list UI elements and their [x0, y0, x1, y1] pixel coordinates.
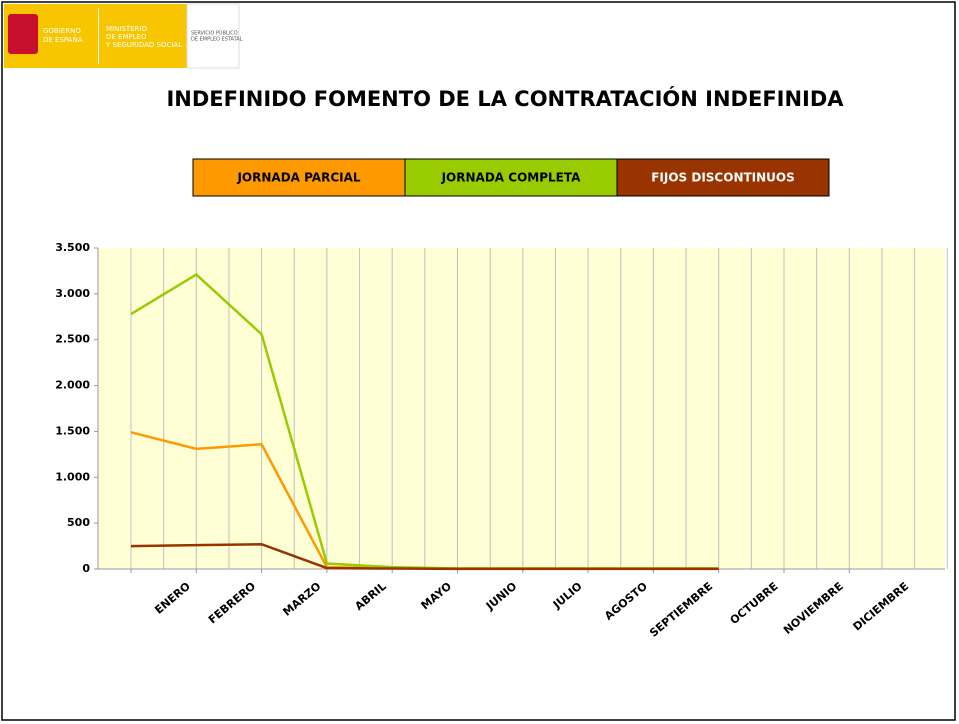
legend-label: JORNADA PARCIAL — [236, 171, 360, 185]
y-tick-label: 3.000 — [55, 287, 90, 300]
series-line — [130, 542, 719, 571]
y-tick-label: 2.500 — [55, 333, 90, 346]
logo-text: DE EMPLEO — [106, 33, 147, 41]
legend-box — [404, 158, 618, 197]
logo-text: MINISTERIO — [106, 25, 147, 33]
y-tick-label: 1.000 — [55, 470, 90, 483]
y-tick-label: 3.500 — [55, 241, 90, 254]
logo-service — [186, 3, 240, 69]
coat-of-arms — [8, 14, 38, 54]
logo-text: SERVICIO PÚBLICO — [191, 30, 238, 37]
legend-label: JORNADA COMPLETA — [441, 171, 582, 185]
plot-area — [98, 248, 945, 569]
logo-text: DE ESPAÑA — [43, 35, 83, 44]
logo-text: Y SEGURIDAD SOCIAL — [105, 41, 182, 49]
logo-text: GOBIERNO — [43, 27, 81, 35]
y-tick-label: 0 — [82, 562, 90, 575]
divider — [98, 8, 99, 64]
logo-text: DE EMPLEO ESTATAL — [191, 37, 243, 43]
y-tick-label: 500 — [67, 516, 90, 529]
legend-label: FIJOS DISCONTINUOS — [651, 171, 795, 185]
y-tick-label: 2.000 — [55, 379, 90, 392]
legend-box — [192, 158, 406, 197]
y-tick-label: 1.500 — [55, 424, 90, 437]
chart-title: INDEFINIDO FOMENTO DE LA CONTRATACIÓN IN… — [166, 86, 844, 111]
legend-box — [616, 158, 830, 197]
